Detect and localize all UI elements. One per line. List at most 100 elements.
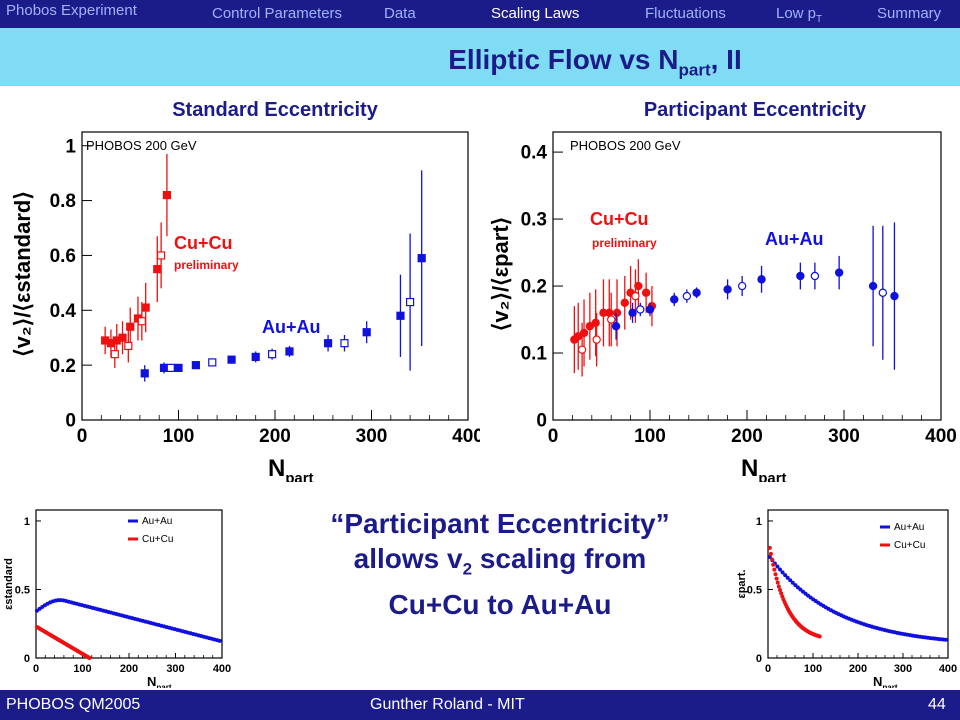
conclusion-line-3: Cu+Cu to Au+Au <box>388 588 612 620</box>
plot-frame <box>552 131 942 421</box>
data-point <box>611 322 621 331</box>
plot-frame <box>35 509 223 659</box>
x-tick-label: 200 <box>731 426 763 447</box>
curve-point <box>790 580 795 585</box>
x-tick-label: 200 <box>849 663 867 675</box>
y-tick-label: 0.3 <box>521 210 547 231</box>
x-tick-label: 0 <box>548 426 559 447</box>
data-point <box>723 285 732 294</box>
data-point <box>174 363 183 372</box>
y-axis-label: εpart. <box>736 569 748 598</box>
curve-point <box>773 572 778 577</box>
conclusion-line-2-sub: 2 <box>462 559 473 579</box>
x-axis-label-subscript: part <box>285 471 313 482</box>
x-tick-label: 400 <box>452 426 480 447</box>
curve-point <box>768 551 773 556</box>
curve-point <box>776 584 781 589</box>
annotation-au-au: Au+Au <box>765 229 824 249</box>
x-axis-label-main: N <box>741 455 758 482</box>
curve-point <box>770 557 775 562</box>
data-point <box>682 291 692 301</box>
conclusion-line-1: “Participant Eccentricity” <box>330 508 670 539</box>
curve-point <box>767 545 772 550</box>
data-point <box>834 268 844 277</box>
x-tick-label: 100 <box>634 426 666 447</box>
nav-control-parameters[interactable]: Control Parameters <box>212 5 343 22</box>
y-tick-label: 0.6 <box>50 246 76 267</box>
x-tick-label: 200 <box>120 663 138 675</box>
data-point <box>878 288 887 297</box>
curve-point <box>87 656 92 660</box>
legend-label: Cu+Cu <box>894 540 925 551</box>
data-point <box>757 275 766 284</box>
annotation-cu-cu: Cu+Cu <box>590 209 649 229</box>
data-point <box>227 355 236 364</box>
data-point <box>208 358 217 367</box>
y-tick-label: 0 <box>24 653 30 665</box>
top-navigation-bar: Phobos Experiment Control Parameters Dat… <box>0 0 960 28</box>
experiment-energy-label: PHOBOS 200 GeV <box>86 138 197 153</box>
data-point <box>641 288 651 297</box>
data-point <box>110 350 119 359</box>
data-point <box>692 288 701 297</box>
x-tick-label: 300 <box>894 663 912 675</box>
y-axis-label: εstandard <box>3 558 15 610</box>
data-point <box>159 363 169 372</box>
data-point <box>737 281 747 291</box>
y-tick-label: 1 <box>24 516 30 528</box>
experiment-name: Phobos Experiment <box>6 2 137 19</box>
nav-low-pt[interactable]: Low pT <box>776 5 822 25</box>
slide-title: Elliptic Flow vs Npart, II <box>0 44 960 81</box>
y-tick-label: 0.2 <box>521 277 547 298</box>
chart-eps-standard-inset: 0 100 200 300 400 0 0.5 1 Npart εstandard Au+Au Cu+… <box>3 509 231 688</box>
x-tick-label: 0 <box>77 426 88 447</box>
data-point <box>396 311 405 320</box>
data-point <box>868 281 878 291</box>
chart-title: Standard Eccentricity <box>172 99 379 121</box>
annotation-cu-cu: Cu+Cu <box>174 233 233 253</box>
conclusion-line-2: allows v2 scaling from <box>250 541 750 587</box>
data-point <box>628 308 637 318</box>
nav-fluctuations[interactable]: Fluctuations <box>645 5 726 22</box>
x-tick-label: 100 <box>73 663 91 675</box>
data-point <box>591 318 600 328</box>
data-point <box>118 333 127 342</box>
curve-point <box>774 576 779 581</box>
data-point <box>636 305 645 314</box>
data-point <box>166 363 175 372</box>
nav-data[interactable]: Data <box>384 5 416 22</box>
data-point <box>631 291 640 301</box>
x-axis-label: Npart <box>268 455 313 482</box>
data-point <box>362 328 371 337</box>
data-point <box>268 350 277 359</box>
data-point <box>340 339 349 348</box>
x-axis-label: Npart <box>873 674 898 688</box>
data-point <box>645 305 655 314</box>
nav-scaling-laws[interactable]: Scaling Laws <box>491 5 580 22</box>
curve-point <box>771 562 776 567</box>
curve-point <box>793 583 798 588</box>
chart-eps-part-inset: 0 100 200 300 400 0 0.5 1 Npart εpart. Au+Au Cu+Cu <box>736 509 957 688</box>
data-point <box>796 271 805 281</box>
annotation-au-au: Au+Au <box>262 317 321 337</box>
data-point <box>323 339 333 348</box>
slide-title-suffix: , II <box>710 44 742 75</box>
data-point <box>124 341 133 351</box>
data-point <box>592 335 601 344</box>
data-point <box>612 308 622 318</box>
y-tick-label: 0.4 <box>521 143 548 164</box>
nav-summary[interactable]: Summary <box>877 5 942 22</box>
curve-point <box>775 564 780 569</box>
data-point <box>157 251 166 260</box>
y-tick-label: 0 <box>756 653 762 665</box>
x-axis-label-main: N <box>873 674 882 688</box>
data-point <box>162 190 172 200</box>
data-point <box>140 369 149 378</box>
legend-label: Au+Au <box>142 516 172 527</box>
x-tick-label: 0 <box>33 663 39 675</box>
curve-point <box>778 567 782 572</box>
annotation-preliminary: preliminary <box>174 258 239 272</box>
y-tick-label: 0.4 <box>50 301 77 322</box>
x-axis-label-subscript: part <box>156 683 172 688</box>
data-point <box>191 361 200 370</box>
